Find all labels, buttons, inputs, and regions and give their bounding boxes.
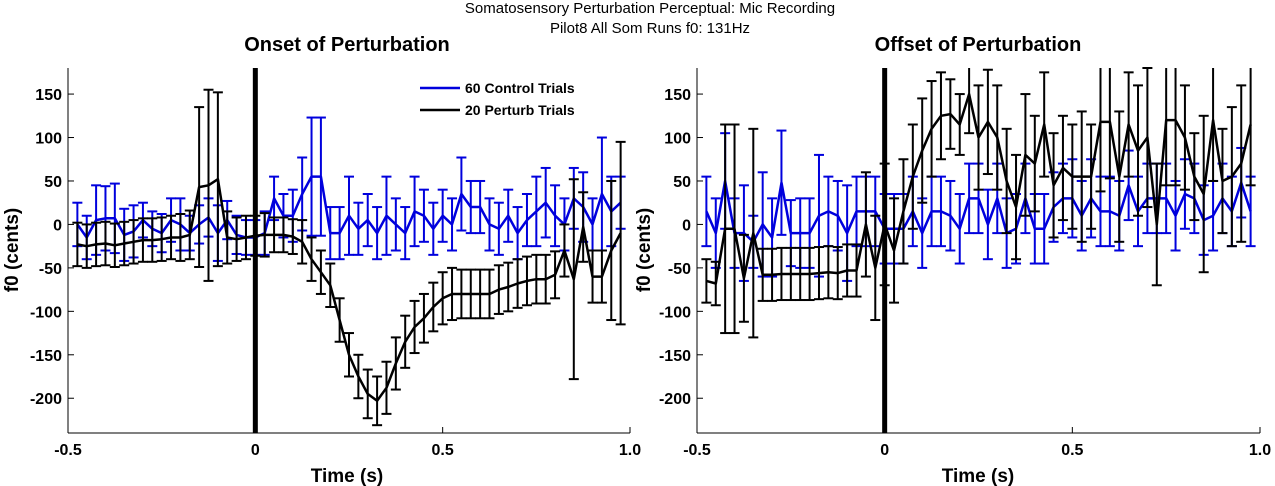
onset-y-tick-label: 50 — [44, 174, 62, 191]
offset-panel-title: Offset of Perturbation — [875, 34, 1082, 56]
onset-y-tick-label: -200 — [30, 391, 62, 408]
onset-perturb-line — [77, 177, 622, 403]
onset-x-tick-label: 0.5 — [432, 442, 454, 459]
onset-panel-title: Onset of Perturbation — [244, 34, 450, 56]
onset-perturb-error-bar — [72, 221, 83, 268]
onset-plot-area: 150 100 50 0 -50 -100 -150 -200 -0.5 0 0.5 1.0 — [30, 68, 641, 459]
onset-perturb-series — [72, 88, 626, 427]
offset-y-tick-label: -150 — [659, 348, 691, 365]
onset-x-tick-label: 1.0 — [619, 442, 641, 459]
offset-y-tick-label: 150 — [664, 87, 691, 104]
legend-perturb-label: 20 Perturb Trials — [465, 102, 575, 118]
offset-y-axis-label: f0 (cents) — [634, 208, 655, 292]
figure-title-line2: Pilot8 All Som Runs f0: 131Hz — [550, 20, 750, 37]
offset-x-tick-label: 0.5 — [1061, 442, 1083, 459]
offset-perturb-error-bar — [1095, 68, 1106, 193]
offset-x-axis-label: Time (s) — [942, 466, 1015, 486]
offset-y-tick-label: 100 — [664, 131, 691, 148]
offset-x-tick-label: 1.0 — [1249, 442, 1271, 459]
offset-perturb-error-bar — [964, 68, 975, 135]
offset-panel: Offset of Perturbation Time (s) f0 (cent… — [634, 34, 1271, 486]
figure-title-line1: Somatosensory Perturbation Perceptual: M… — [465, 0, 835, 17]
offset-y-tick-label: -100 — [659, 304, 691, 321]
offset-perturb-series — [701, 67, 1256, 339]
onset-y-axis-label: f0 (cents) — [2, 208, 23, 292]
onset-y-tick-label: -150 — [30, 348, 62, 365]
onset-x-axis-label: Time (s) — [311, 466, 384, 486]
legend: 60 Control Trials 20 Perturb Trials — [420, 80, 575, 118]
offset-x-tick-label: 0 — [880, 442, 889, 459]
onset-control-line — [76, 175, 622, 239]
offset-perturb-line — [706, 92, 1252, 285]
onset-y-tick-label: 0 — [53, 217, 62, 234]
offset-plot-area: 150 100 50 0 -50 -100 -150 -200 -0.5 0 0.5 1.0 — [659, 67, 1271, 459]
onset-y-tick-label: -100 — [30, 304, 62, 321]
offset-x-tick-label: -0.5 — [683, 442, 711, 459]
onset-x-tick-label: 0 — [251, 442, 260, 459]
onset-y-tick-label: -50 — [39, 261, 62, 278]
onset-panel: Onset of Perturbation Time (s) f0 (cents… — [2, 34, 641, 486]
onset-y-tick-label: 150 — [35, 87, 62, 104]
offset-y-tick-label: 0 — [682, 217, 691, 234]
offset-y-tick-label: 50 — [673, 174, 691, 191]
onset-x-tick-label: -0.5 — [54, 442, 82, 459]
offset-control-error-bar — [701, 175, 712, 248]
legend-control-label: 60 Control Trials — [465, 80, 575, 96]
offset-y-tick-label: -200 — [659, 391, 691, 408]
offset-perturb-error-bar — [1170, 68, 1181, 187]
onset-y-tick-label: 100 — [35, 131, 62, 148]
offset-y-tick-label: -50 — [668, 261, 691, 278]
offset-perturb-error-bar — [701, 258, 712, 304]
